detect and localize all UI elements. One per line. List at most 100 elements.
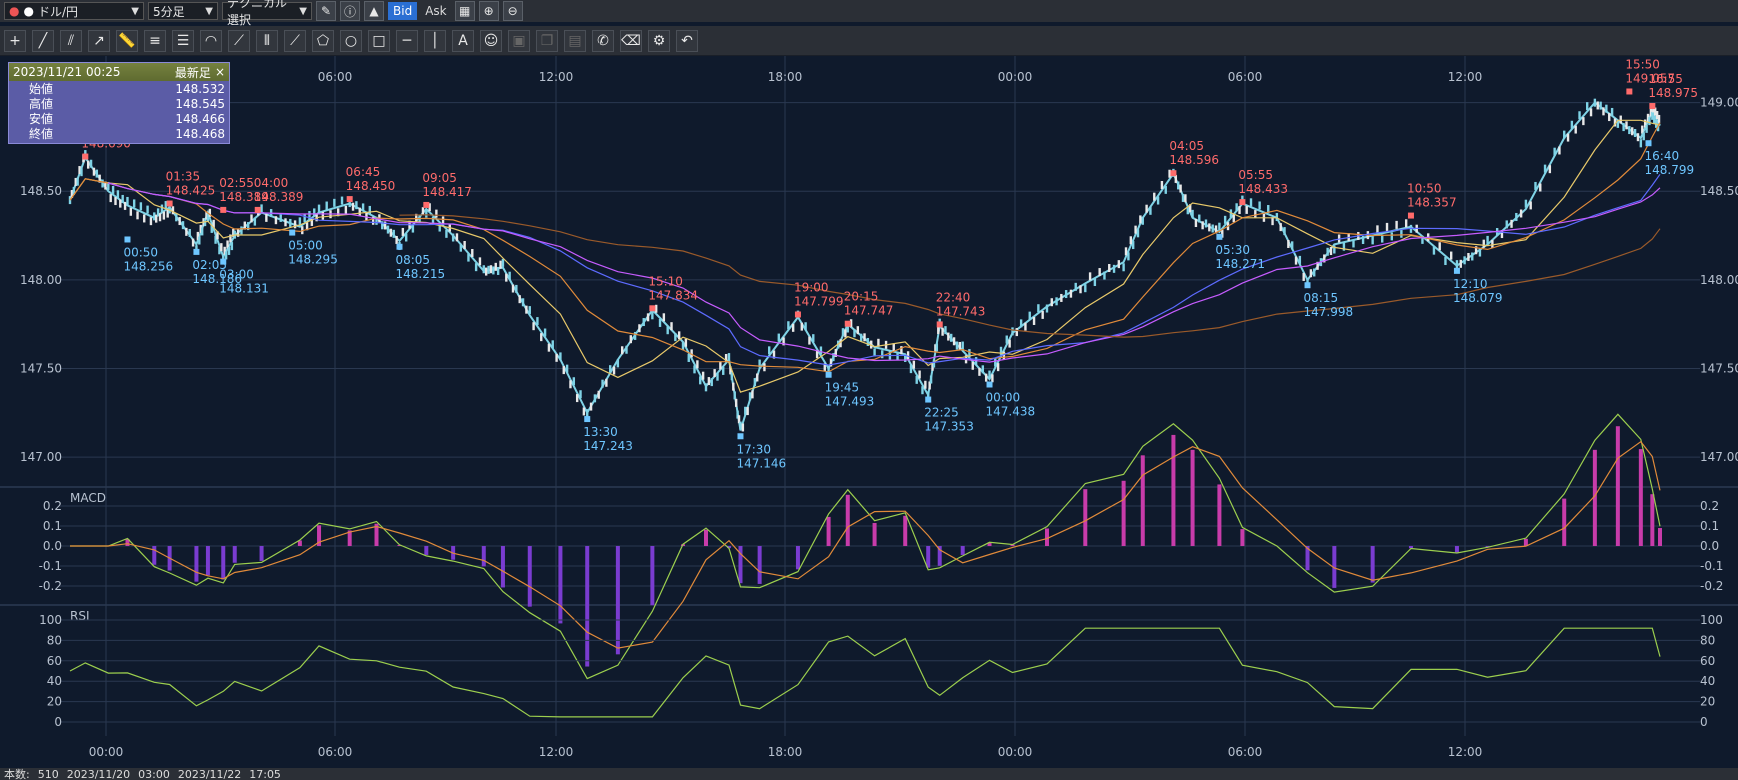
candle: [1519, 209, 1523, 218]
ruler-icon[interactable]: 📏: [116, 29, 138, 52]
macd-tick-left: 0.0: [43, 539, 62, 553]
candle: [499, 260, 502, 269]
rsi-tick-right: 100: [1700, 613, 1723, 627]
candle: [351, 202, 355, 211]
horizontal-lines-icon[interactable]: ≡: [144, 29, 166, 52]
gann-icon[interactable]: ⟋: [284, 29, 306, 52]
arc-icon[interactable]: ◠: [200, 29, 222, 52]
candle: [381, 221, 384, 230]
candle: [808, 336, 811, 345]
candle: [896, 352, 899, 361]
chart-type-icon[interactable]: ▦: [454, 1, 475, 21]
high-marker: [1626, 88, 1633, 95]
info-icon[interactable]: ⓘ: [340, 1, 360, 21]
vertical-lines-icon[interactable]: ⦀: [256, 29, 278, 52]
candle: [1024, 322, 1027, 331]
candle: [844, 329, 847, 338]
low-price-label: 148.131: [219, 282, 269, 296]
time-to-field[interactable]: 17:05: [249, 768, 281, 780]
candle: [1657, 114, 1661, 123]
time-from-field[interactable]: 03:00: [138, 768, 170, 780]
candle: [86, 160, 90, 169]
macd-hist-bar: [317, 525, 322, 546]
parallel-lines-icon[interactable]: ⫽: [60, 29, 82, 52]
macd-hist-bar: [1332, 546, 1337, 588]
copy-icon[interactable]: ❐: [536, 29, 558, 52]
y-tick-label-right: 148.50: [1700, 184, 1738, 198]
candle: [1582, 117, 1585, 126]
zoom-in-icon[interactable]: ⊕: [478, 1, 499, 21]
eraser-icon[interactable]: ⌫: [620, 29, 642, 52]
candle: [313, 208, 316, 217]
wrench-icon[interactable]: ✆: [592, 29, 614, 52]
paste-icon[interactable]: ▤: [564, 29, 586, 52]
candle: [748, 392, 752, 401]
crosshair-icon[interactable]: +: [4, 29, 26, 52]
candle: [279, 213, 282, 222]
area-chart-icon[interactable]: ▲: [364, 1, 384, 21]
count-select[interactable]: 510: [37, 768, 59, 780]
icon-icon[interactable]: ☺: [480, 29, 502, 52]
candle: [1235, 203, 1238, 212]
candle: [1548, 165, 1552, 174]
date-from-field[interactable]: 2023/11/20: [66, 768, 131, 780]
candle: [733, 391, 736, 400]
circle-icon[interactable]: ○: [340, 29, 362, 52]
candle: [155, 214, 158, 223]
undo-icon[interactable]: ↶: [676, 29, 698, 52]
candle: [1011, 327, 1014, 336]
date-to-field[interactable]: 2023/11/22: [177, 768, 242, 780]
candle: [1636, 133, 1640, 142]
candle: [734, 398, 738, 407]
candle: [841, 328, 845, 337]
candle: [1326, 247, 1329, 256]
candle: [143, 214, 146, 223]
low-time-label: 02:05: [192, 258, 227, 272]
text-icon[interactable]: A: [452, 29, 474, 52]
macd-hist-bar: [347, 530, 352, 546]
fan-icon[interactable]: ⟋: [228, 29, 250, 52]
trendline-icon[interactable]: ╱: [32, 29, 54, 52]
candle: [753, 378, 757, 387]
horizontal-line-icon[interactable]: ─: [396, 29, 418, 52]
technical-label: テクニカル選択: [227, 0, 288, 27]
symbol-select[interactable]: ● ● ドル/円 ▼: [4, 2, 144, 20]
candle: [226, 240, 229, 249]
candle: [508, 271, 511, 280]
technical-select[interactable]: テクニカル選択 ▼: [222, 0, 312, 27]
ask-toggle[interactable]: Ask: [425, 4, 447, 18]
ray-icon[interactable]: ↗: [88, 29, 110, 52]
settings-icon[interactable]: ⚙: [648, 29, 670, 52]
candle: [540, 333, 543, 342]
chevron-down-icon[interactable]: ▼: [131, 5, 139, 17]
candle: [782, 337, 785, 346]
candle: [1524, 199, 1528, 208]
candle: [185, 227, 188, 236]
ma-blue-line: [108, 173, 1661, 366]
candle: [218, 246, 221, 255]
high-price-label: 148.433: [1238, 182, 1288, 196]
candle: [638, 324, 641, 333]
fibonacci-icon[interactable]: ☰: [172, 29, 194, 52]
lock-icon[interactable]: ▣: [508, 29, 530, 52]
candle: [395, 235, 398, 244]
high-price-label: 147.834: [648, 288, 698, 302]
candle: [929, 375, 933, 384]
macd-hist-bar: [987, 542, 992, 546]
candle: [1032, 316, 1036, 325]
candle: [559, 352, 562, 361]
chart-area[interactable]: 00:00 00:00 06:00 06:00 12:00 12:00 18:00 18:00…: [0, 56, 1738, 768]
timeframe-select[interactable]: 5分足 ▼: [148, 2, 218, 20]
rectangle-icon[interactable]: □: [368, 29, 390, 52]
macd-hist-bar: [960, 546, 965, 555]
pentagon-icon[interactable]: ⬠: [312, 29, 334, 52]
candle: [358, 207, 361, 216]
y-tick-label-left: 147.00: [20, 450, 62, 464]
close-icon[interactable]: ×: [214, 65, 225, 79]
vertical-line-icon[interactable]: │: [424, 29, 446, 52]
bid-toggle[interactable]: Bid: [388, 2, 418, 20]
zoom-out-icon[interactable]: ⊖: [502, 1, 523, 21]
pencil-icon[interactable]: ✎: [316, 1, 336, 21]
candle: [918, 370, 921, 379]
candle: [196, 231, 200, 240]
